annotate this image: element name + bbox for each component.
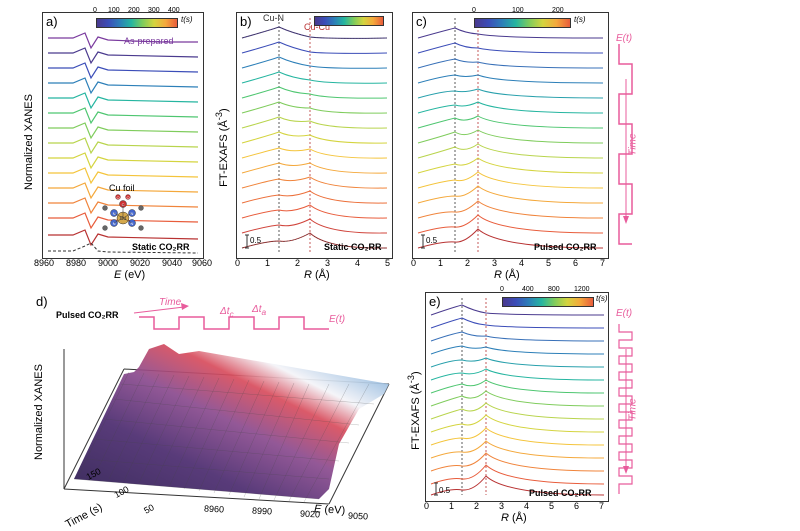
panel-e-xt3: 3 — [499, 501, 504, 511]
panel-b-xt1: 1 — [265, 258, 270, 268]
panel-c-scale: 0.5 — [426, 236, 437, 245]
panel-c-xt2: 2 — [465, 258, 470, 268]
panel-e-xt5: 5 — [549, 501, 554, 511]
panel-c-label: c) — [416, 14, 427, 29]
panel-d-ylabel: Normalized XANES — [33, 350, 45, 460]
panel-a-cb-1: 100 — [108, 7, 120, 14]
panel-c-xlabel: R (Å) — [494, 269, 520, 281]
panel-a: Cu N N N N C O O — [42, 12, 204, 259]
panel-a-cb-2: 200 — [128, 7, 140, 14]
panel-a-xt2: 9000 — [98, 258, 118, 268]
panel-d-dtc: Δtc — [220, 306, 234, 319]
panel-a-xt3: 9020 — [130, 258, 150, 268]
panel-a-label: a) — [46, 14, 58, 29]
panel-a-cb-0: 0 — [93, 7, 97, 14]
panel-a-xlabel: E (eV) — [114, 269, 145, 281]
panel-c-xt0: 0 — [411, 258, 416, 268]
panel-e-cb-1: 400 — [522, 286, 534, 293]
svg-text:N: N — [131, 211, 134, 216]
panel-d-xt0: 8960 — [204, 503, 225, 514]
panel-e-scale: 0.5 — [439, 486, 450, 495]
panel-a-xt4: 9040 — [162, 258, 182, 268]
panel-e-time: Time — [628, 398, 639, 420]
panel-d-xt2: 9020 — [300, 508, 321, 519]
panel-b-xt2: 2 — [295, 258, 300, 268]
panel-b-plot — [237, 13, 392, 258]
panel-c-cb-label: t(s) — [574, 15, 586, 24]
svg-text:Cu: Cu — [120, 216, 127, 222]
panel-e-colorbar — [502, 297, 594, 307]
panel-d-time: Time — [159, 297, 181, 308]
panel-e-xt4: 4 — [524, 501, 529, 511]
panel-a-xt5: 9060 — [192, 258, 212, 268]
panel-c-xt4: 4 — [519, 258, 524, 268]
panel-a-cb-4: 400 — [168, 7, 180, 14]
panel-b-xt5: 5 — [385, 258, 390, 268]
svg-text:O: O — [126, 195, 129, 200]
panel-d-scheme: Pulsed CO₂RR — [56, 310, 119, 320]
panel-a-xt1: 8980 — [66, 258, 86, 268]
panel-e-label: e) — [429, 294, 441, 309]
panel-c-time: Time — [628, 133, 639, 155]
panel-c-cb-0: 0 — [472, 7, 476, 14]
panel-d-label: d) — [36, 294, 48, 309]
panel-e-xt7: 7 — [599, 501, 604, 511]
panel-a-colorbar — [96, 18, 178, 28]
panel-d-dta: Δta — [252, 304, 266, 317]
panel-c-cb-2: 200 — [552, 7, 564, 14]
panel-e-xlabel: R (Å) — [501, 512, 527, 524]
panel-b — [236, 12, 393, 259]
panel-b-scheme: Static CO₂RR — [324, 242, 382, 252]
panel-c-xt3: 3 — [492, 258, 497, 268]
panel-c-plot — [413, 13, 608, 258]
panel-e-xt1: 1 — [449, 501, 454, 511]
panel-c-colorbar — [474, 18, 571, 28]
panel-a-scheme: Static CO₂RR — [132, 242, 190, 252]
svg-text:C: C — [122, 202, 125, 207]
panel-e-ylabel: FT-EXAFS (Å-3) — [406, 350, 422, 450]
panel-b-xlabel: R (Å) — [304, 269, 330, 281]
panel-c-et: E(t) — [616, 33, 632, 44]
panel-c-scheme: Pulsed CO₂RR — [534, 242, 597, 252]
panel-d-et: E(t) — [329, 314, 345, 325]
panel-a-xt0: 8960 — [34, 258, 54, 268]
panel-c-xt7: 7 — [600, 258, 605, 268]
panel-a-ylabel: Normalized XANES — [23, 80, 35, 190]
panel-e-cb-0: 0 — [500, 286, 504, 293]
panel-b-scale: 0.5 — [250, 236, 261, 245]
panel-a-cb-3: 300 — [148, 7, 160, 14]
panel-b-label: b) — [240, 14, 252, 29]
svg-text:O: O — [116, 195, 119, 200]
panel-d-xt1: 8990 — [252, 505, 273, 516]
panel-b-ylabel: FT-EXAFS (Å-3) — [214, 87, 230, 187]
panel-e-cb-2: 800 — [548, 286, 560, 293]
panel-b-cun: Cu-N — [263, 13, 284, 23]
panel-b-xt4: 4 — [355, 258, 360, 268]
panel-e-xt2: 2 — [474, 501, 479, 511]
panel-e-scheme: Pulsed CO₂RR — [529, 488, 592, 498]
panel-e-et: E(t) — [616, 308, 632, 319]
panel-a-cb-label: t(s) — [181, 15, 193, 24]
svg-text:N: N — [131, 221, 134, 226]
panel-e-xt0: 0 — [424, 501, 429, 511]
panel-e-cb-label: t(s) — [596, 294, 608, 303]
panel-c-xt1: 1 — [438, 258, 443, 268]
panel-e-xt6: 6 — [574, 501, 579, 511]
panel-a-cufoil: Cu foil — [109, 183, 135, 193]
panel-e-plot — [426, 293, 608, 501]
panel-e — [425, 292, 609, 502]
panel-c-xt5: 5 — [546, 258, 551, 268]
panel-b-xt0: 0 — [235, 258, 240, 268]
svg-text:N: N — [113, 211, 116, 216]
panel-e-cb-3: 1200 — [574, 286, 590, 293]
panel-a-asprep: As-prepared — [124, 36, 174, 46]
panel-c — [412, 12, 609, 259]
panel-a-plot: Cu N N N N C O O — [43, 13, 203, 258]
svg-text:N: N — [113, 221, 116, 226]
panel-c-cb-1: 100 — [512, 7, 524, 14]
panel-b-colorbar — [314, 16, 384, 26]
panel-c-xt6: 6 — [573, 258, 578, 268]
panel-d-xt3: 9050 — [348, 510, 369, 521]
panel-b-xt3: 3 — [325, 258, 330, 268]
